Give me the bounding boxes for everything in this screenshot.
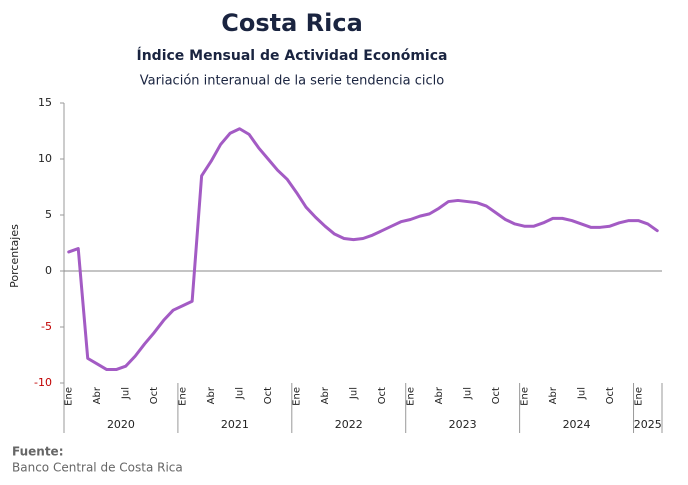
chart-subtitle2: Variación interanual de la serie tendenc… — [140, 74, 444, 89]
x-tick-label: Abr — [548, 386, 559, 404]
x-tick-label: Ene — [64, 387, 75, 406]
x-tick-label: Oct — [491, 387, 502, 404]
y-tick-label: 5 — [45, 208, 52, 221]
x-tick-label: Oct — [149, 387, 160, 404]
year-label: 2024 — [563, 418, 591, 431]
x-tick-label: Abr — [320, 386, 331, 404]
y-tick-label: 10 — [38, 152, 52, 165]
x-tick-label: Ene — [405, 387, 416, 406]
x-tick-label: Ene — [519, 387, 530, 406]
year-label: 2020 — [107, 418, 135, 431]
x-tick-label: Abr — [434, 386, 445, 404]
year-label: 2021 — [221, 418, 249, 431]
y-axis-label: Porcentajes — [8, 224, 21, 288]
x-tick-label: Oct — [377, 387, 388, 404]
year-label: 2022 — [335, 418, 363, 431]
y-tick-label: 0 — [45, 264, 52, 277]
x-tick-label: Jul — [235, 387, 246, 400]
x-tick-label: Oct — [263, 387, 274, 404]
x-tick-label: Ene — [292, 387, 303, 406]
x-tick-label: Jul — [576, 387, 587, 400]
source-label: Fuente: — [12, 445, 64, 459]
y-tick-label: 15 — [38, 96, 52, 109]
x-tick-label: Abr — [206, 386, 217, 404]
source: Banco Central de Costa Rica — [12, 461, 183, 475]
x-tick-label: Jul — [462, 387, 473, 400]
year-label: 2025 — [634, 418, 662, 431]
data-line — [67, 127, 659, 372]
y-tick-label: -10 — [34, 376, 52, 389]
x-tick-label: Abr — [92, 386, 103, 404]
x-tick-label: Oct — [605, 387, 616, 404]
x-tick-label: Jul — [349, 387, 360, 400]
year-label: 2023 — [449, 418, 477, 431]
y-tick-label: -5 — [41, 320, 52, 333]
x-tick-label: Ene — [633, 387, 644, 406]
chart-subtitle: Índice Mensual de Actividad Económica — [137, 47, 448, 64]
chart-title: Costa Rica — [221, 9, 363, 37]
x-tick-label: Jul — [121, 387, 132, 400]
x-tick-label: Ene — [178, 387, 189, 406]
